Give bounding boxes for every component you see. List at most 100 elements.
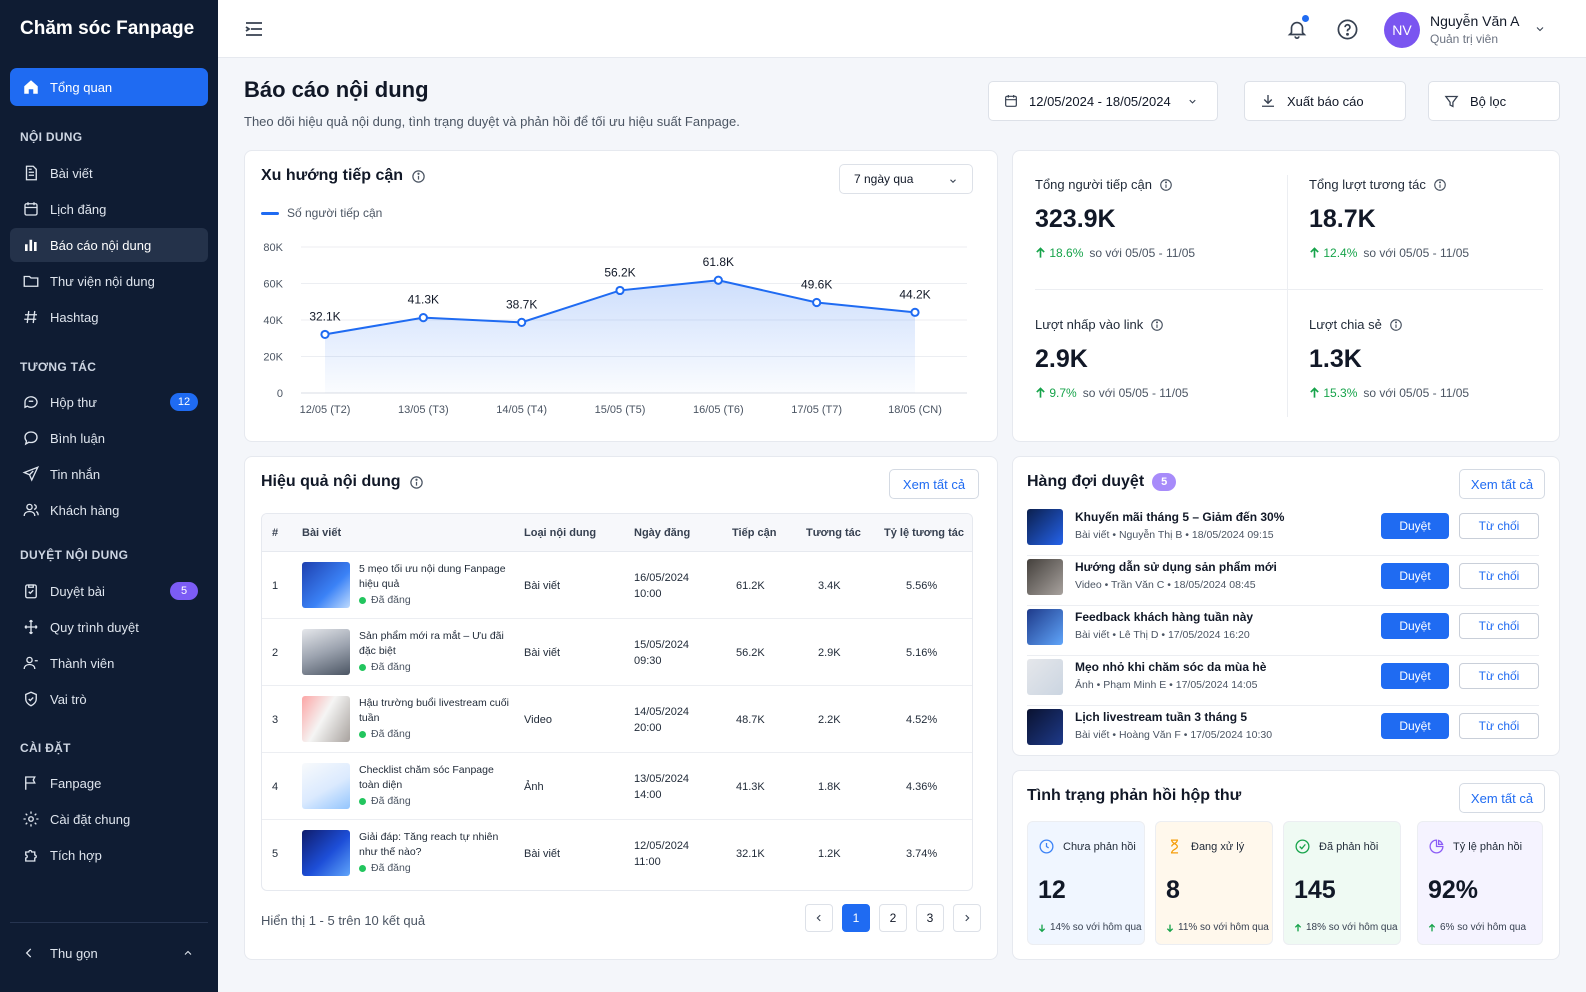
user-name[interactable]: Nguyễn Văn A: [1430, 13, 1520, 29]
view-all-button[interactable]: Xem tất cả: [1459, 783, 1545, 813]
reject-button[interactable]: Từ chối: [1459, 713, 1539, 739]
reject-button[interactable]: Từ chối: [1459, 513, 1539, 539]
sidebar-item-messages[interactable]: Tin nhắn: [10, 457, 208, 491]
inbox-stat-reply-rate: Tỷ lệ phản hồi 92% 6% so với hôm qua: [1417, 821, 1543, 945]
table-row[interactable]: 3 Hậu trường buổi livestream cuối tuần Đ…: [262, 686, 972, 753]
pagination-page-2[interactable]: 2: [879, 904, 907, 932]
sidebar-item-integrations[interactable]: Tích hợp: [10, 838, 208, 872]
pagination-page-3[interactable]: 3: [916, 904, 944, 932]
pagination-next-button[interactable]: [953, 904, 981, 932]
sidebar-item-roles[interactable]: Vai trò: [10, 682, 208, 716]
info-icon[interactable]: [401, 475, 424, 490]
sidebar-item-content-report[interactable]: Báo cáo nội dung: [10, 228, 208, 262]
post-title[interactable]: 5 mẹo tối ưu nội dung Fanpage hiệu quả: [359, 563, 506, 590]
x-tick-label: 16/05 (T6): [693, 404, 744, 416]
top-bar: NV Nguyễn Văn A Quản trị viên: [218, 0, 1586, 58]
table-row[interactable]: 1 5 mẹo tối ưu nội dung Fanpage hiệu quả…: [262, 552, 972, 619]
post-title[interactable]: Sản phẩm mới ra mắt – Ưu đãi đặc biệt: [359, 630, 504, 657]
post-title[interactable]: Hậu trường buổi livestream cuối tuần: [359, 697, 509, 724]
info-icon[interactable]: [1426, 178, 1447, 192]
view-all-button[interactable]: Xem tất cả: [889, 469, 979, 499]
post-date: 16/05/2024: [634, 572, 690, 584]
inbox-stat-delta-text: 6% so với hôm qua: [1440, 922, 1527, 933]
clock-icon: [1039, 839, 1054, 854]
reject-button[interactable]: Từ chối: [1459, 663, 1539, 689]
approve-button[interactable]: Duyệt: [1381, 563, 1449, 589]
menu-toggle-icon[interactable]: [244, 20, 264, 38]
sidebar-item-overview[interactable]: Tổng quan: [10, 68, 208, 106]
sidebar-item-customers[interactable]: Khách hàng: [10, 493, 208, 527]
filter-button[interactable]: Bộ lọc: [1428, 81, 1560, 121]
sidebar-item-label: Duyệt bài: [50, 583, 105, 599]
data-point: [812, 297, 822, 308]
post-title[interactable]: Giải đáp: Tăng reach tự nhiên như thế nà…: [359, 831, 499, 858]
info-icon[interactable]: [1143, 318, 1164, 332]
info-icon[interactable]: [1382, 318, 1403, 332]
sidebar-item-hashtag[interactable]: Hashtag: [10, 300, 208, 334]
approve-button[interactable]: Duyệt: [1381, 513, 1449, 539]
card-title: Xu hướng tiếp cận: [261, 167, 426, 185]
engagement-rate: 4.52%: [906, 714, 938, 726]
queue-item-title[interactable]: Feedback khách hàng tuần này: [1075, 610, 1254, 624]
view-all-button[interactable]: Xem tất cả: [1459, 469, 1545, 499]
sidebar-item-approve-posts[interactable]: Duyệt bài 5: [10, 574, 208, 608]
sidebar-item-schedule[interactable]: Lịch đăng: [10, 192, 208, 226]
inbox-stat-label-text: Đã phản hồi: [1319, 840, 1379, 853]
approve-button[interactable]: Duyệt: [1381, 713, 1449, 739]
post-thumbnail: [302, 696, 350, 742]
approve-button[interactable]: Duyệt: [1381, 663, 1449, 689]
chevron-down-icon[interactable]: [1534, 23, 1546, 35]
x-tick-label: 14/05 (T4): [496, 404, 547, 416]
sidebar-item-fanpage[interactable]: Fanpage: [10, 766, 208, 800]
sidebar-item-comments[interactable]: Bình luận: [10, 421, 208, 455]
data-label: 56.2K: [604, 265, 635, 279]
post-date: 13/05/2024: [634, 773, 690, 785]
help-icon[interactable]: [1336, 18, 1359, 41]
content-type: Bài viết: [524, 647, 561, 659]
sidebar-item-posts[interactable]: Bài viết: [10, 156, 208, 190]
sidebar-item-label: Bình luận: [50, 430, 105, 446]
list-item: Hướng dẫn sử dụng sản phẩm mới Video • T…: [1027, 557, 1539, 606]
table-row[interactable]: 5 Giải đáp: Tăng reach tự nhiên như thế …: [262, 820, 972, 887]
pagination-prev-button[interactable]: [805, 904, 833, 932]
reject-button[interactable]: Từ chối: [1459, 563, 1539, 589]
post-title[interactable]: Checklist chăm sóc Fanpage toàn diện: [359, 764, 494, 791]
info-icon[interactable]: [1152, 178, 1173, 192]
sidebar-item-workflow[interactable]: Quy trình duyệt: [10, 610, 208, 644]
sidebar-item-members[interactable]: Thành viên: [10, 646, 208, 680]
download-icon: [1259, 92, 1287, 110]
stat-value: 1.3K: [1309, 345, 1362, 373]
reject-button[interactable]: Từ chối: [1459, 613, 1539, 639]
stat-delta-value: 9.7%: [1049, 386, 1077, 400]
notification-bell-icon[interactable]: [1286, 18, 1308, 40]
period-select[interactable]: 7 ngày qua: [839, 164, 973, 194]
card-title: Hàng đợi duyệt 5: [1027, 473, 1177, 491]
approve-button[interactable]: Duyệt: [1381, 613, 1449, 639]
stats-divider-h: [1035, 289, 1543, 290]
export-report-button[interactable]: Xuất báo cáo: [1244, 81, 1406, 121]
gear-icon: [22, 810, 50, 828]
queue-item-title[interactable]: Khuyến mãi tháng 5 – Giảm đến 30%: [1075, 510, 1285, 524]
reach-value: 56.2K: [736, 647, 765, 659]
inbox-icon: [22, 393, 50, 411]
avatar[interactable]: NV: [1384, 12, 1420, 48]
status-dot: [359, 730, 366, 738]
queue-item-title[interactable]: Mẹo nhỏ khi chăm sóc da mùa hè: [1075, 660, 1267, 674]
pagination-page-1[interactable]: 1: [842, 904, 870, 932]
info-icon[interactable]: [403, 169, 426, 184]
sidebar-item-inbox[interactable]: Hộp thư 12: [10, 385, 208, 419]
queue-item-title[interactable]: Hướng dẫn sử dụng sản phẩm mới: [1075, 560, 1277, 574]
sidebar: Chăm sóc Fanpage Tổng quan NỘI DUNG Bài …: [0, 0, 218, 992]
table-row[interactable]: 2 Sản phẩm mới ra mắt – Ưu đãi đặc biệt …: [262, 619, 972, 686]
queue-item-title[interactable]: Lịch livestream tuần 3 tháng 5: [1075, 710, 1248, 724]
section-title: DUYỆT NỘI DUNG: [20, 548, 129, 562]
notification-dot: [1302, 15, 1309, 22]
sidebar-item-general-settings[interactable]: Cài đặt chung: [10, 802, 208, 836]
table-row[interactable]: 4 Checklist chăm sóc Fanpage toàn diện Đ…: [262, 753, 972, 820]
collapse-sidebar-button[interactable]: Thu gọn: [10, 936, 208, 970]
data-label: 38.7K: [506, 297, 537, 311]
calendar-icon: [22, 200, 50, 218]
sidebar-item-library[interactable]: Thư viện nội dung: [10, 264, 208, 298]
y-tick-label: 20K: [263, 352, 283, 364]
date-range-picker[interactable]: 12/05/2024 - 18/05/2024: [988, 81, 1218, 121]
